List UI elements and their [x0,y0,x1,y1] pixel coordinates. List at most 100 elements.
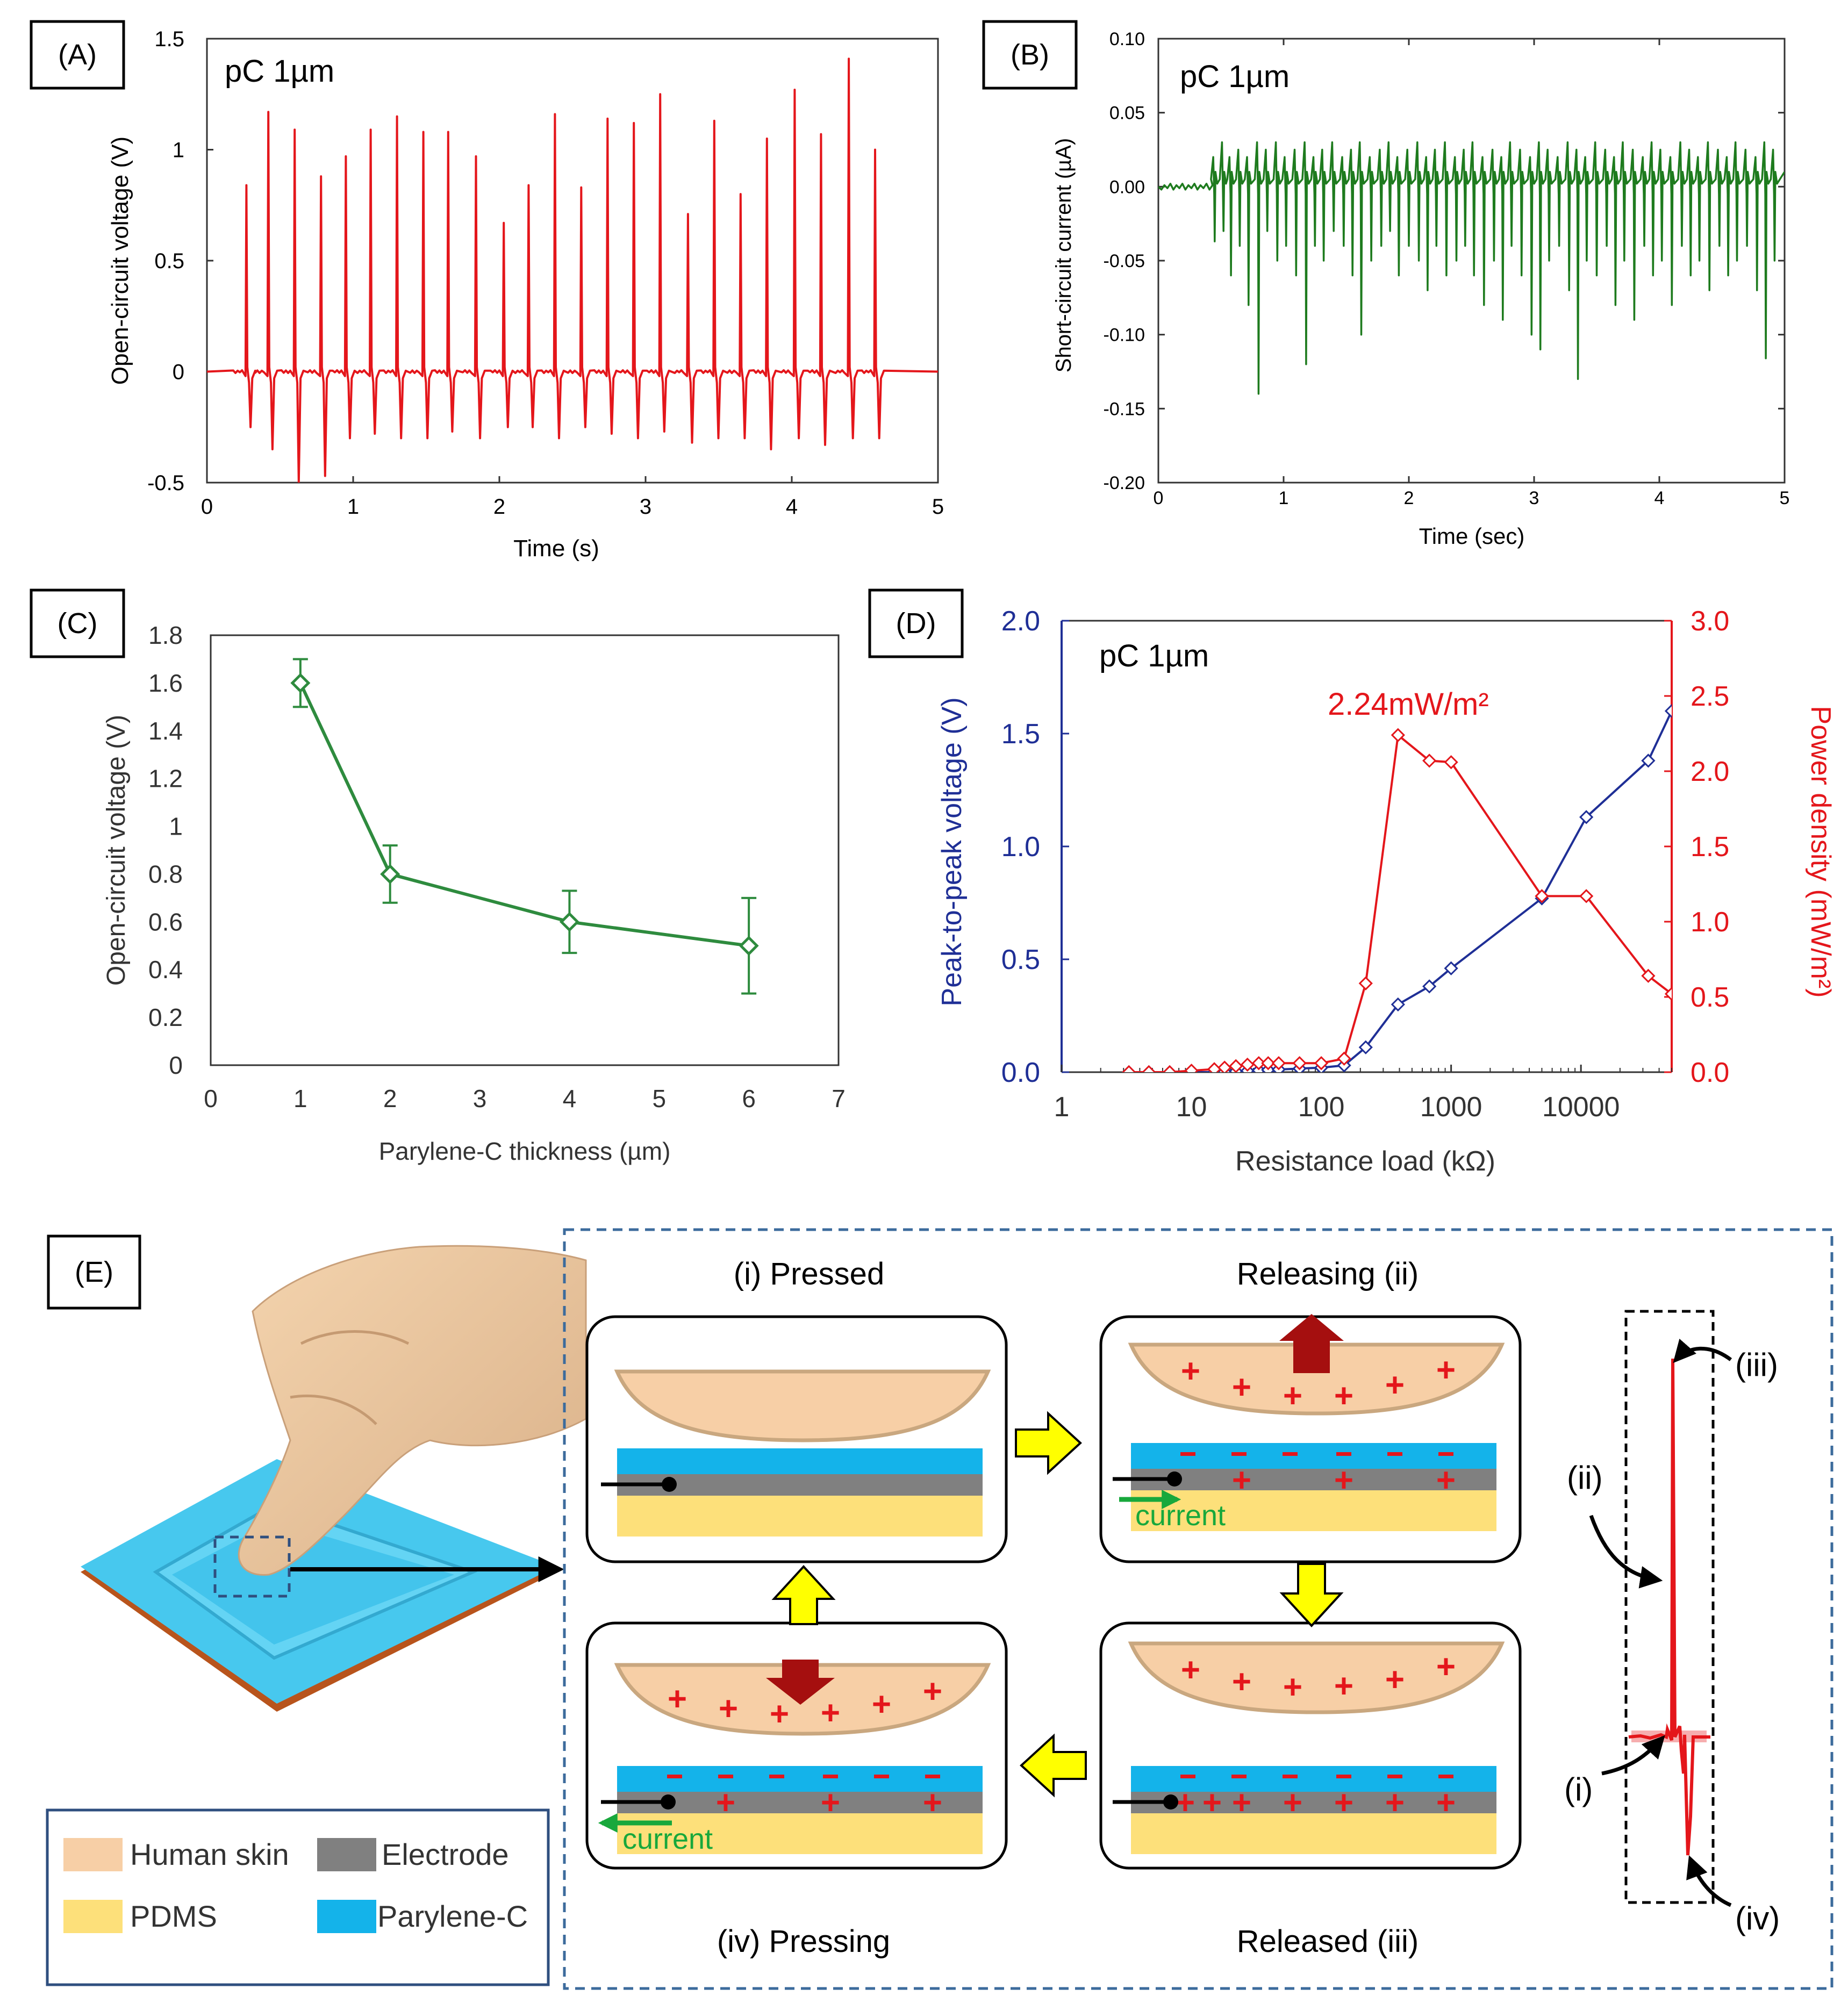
panel-d-left-y-tick-label: 1.5 [1001,719,1040,750]
panel-b-annotation: pC 1µm [1180,59,1290,94]
panel-d-x-tick-label: 10 [1176,1092,1207,1123]
panel-d-left-y-tick-label: 2.0 [1001,606,1040,637]
cell-i-pdms [617,1496,983,1537]
legend-swatch-human-skin [63,1838,123,1871]
charge-minus [1438,1452,1453,1456]
panel-d-left-y-tick-label: 1.0 [1001,831,1040,863]
panel-c-y-tick-label: 1.8 [148,621,183,649]
charge-plus: + [1334,1784,1353,1821]
panel-d-voltage-marker [1358,1040,1373,1054]
panel-c-x-ticks: 0 1 2 3 4 5 6 7 [204,1085,846,1112]
panel-a-annotation: pC 1µm [225,54,334,89]
cell-iv-electrode [617,1792,983,1813]
panel-c-x-tick-label: 6 [742,1085,756,1112]
panel-d-right-y-tick-label: 3.0 [1691,606,1729,637]
legend: Human skin Electrode PDMS Parylene-C [46,1808,550,1986]
cell-i-pressed [585,1315,1008,1563]
charge-plus: + [821,1784,840,1821]
panel-b-x-tick-label: 4 [1654,488,1665,508]
panel-c-x-tick-label: 3 [473,1085,487,1112]
legend-swatch-pdms [63,1900,123,1933]
panel-b-current-line [1158,141,1785,395]
panel-d-voltage-marker [1444,961,1458,975]
panel-a-x-tick-label: 3 [640,495,651,519]
panel-a-y-tick-label: -0.5 [147,471,184,495]
charge-minus [1387,1775,1402,1778]
charge-plus: + [821,1695,840,1732]
panel-d-power-marker [1229,1059,1243,1072]
panel-c-x-tick-label: 5 [652,1085,666,1112]
panel-a-y-tick-label: 0 [173,361,184,384]
panel-a-x-tick-label: 4 [786,495,798,519]
cell-iii-skin [1128,1641,1505,1714]
panel-d-left-y-tick-label: 0.0 [1001,1057,1040,1088]
charge-minus [769,1775,784,1778]
panel-a-label: (A) [58,39,97,71]
panel-c-y-tick-label: 0.6 [148,908,183,936]
hand-knuckle-line [290,1395,377,1425]
charge-minus [1387,1452,1402,1456]
panel-b-y-tick-label: -0.20 [1104,473,1145,493]
panel-c-series [290,658,759,995]
cell-iii-pdms [1131,1813,1496,1854]
panel-a-label-box [30,20,125,90]
cell-iv-electrode-charges: + + + [716,1784,942,1821]
cell-ii-contact [1167,1471,1182,1487]
panel-d-left-y-axis-label: Peak-to-peak voltage (V) [936,697,968,1006]
panel-e: (E) Human skin Electrode PDMS Parylene-C [46,1228,1833,1990]
cell-ii-skin [1128,1342,1505,1416]
charge-minus [874,1775,889,1778]
cell-ii-pdms [1131,1490,1496,1531]
panel-c-x-tick-label: 2 [383,1085,397,1112]
panel-e-label-box [47,1234,141,1310]
step-iv-title: (iv) Pressing [717,1924,890,1959]
panel-c-y-tick-label: 0.4 [148,956,183,983]
charge-minus [925,1775,940,1778]
charge-plus: + [1202,1784,1222,1821]
panel-d-right-y-tick-label: 0.0 [1691,1057,1729,1088]
legend-label-electrode: Electrode [382,1837,509,1871]
panel-a-voltage-line [207,58,938,483]
cell-iii-parylene-charges [1180,1775,1453,1778]
panel-d-right-y-tick-label: 2.0 [1691,756,1729,787]
arrow-iii-to-iv [1020,1733,1087,1798]
cell-iii-skin-charges: + + + + + + [1181,1648,1456,1706]
panel-d-power-marker [1358,976,1373,990]
panel-a-x-tick-label: 2 [493,495,505,519]
charge-plus: + [1334,1668,1353,1705]
panel-d-peak-label: 2.24mW/m² [1328,687,1489,722]
charge-plus: + [1385,1661,1405,1698]
panel-d-power-marker [1292,1056,1307,1071]
panel-b-x-tick-label: 3 [1529,488,1539,508]
panel-d-right-y-tick-label: 0.5 [1691,982,1729,1013]
cell-iii-contact [1163,1794,1178,1810]
cell-iii-released: + + + + + + + + + + + + + [1099,1621,1522,1870]
panel-c-x-axis-label: Parylene-C thickness (µm) [379,1137,671,1165]
panel-a-series [207,58,938,483]
panel-d-voltage-marker [1664,703,1672,719]
legend-swatch-parylene-c [317,1900,376,1933]
panel-d-x-axis-label: Resistance load (kΩ) [1235,1146,1495,1177]
panel-d-power-marker [1641,968,1656,983]
panel-b-x-tick-label: 5 [1780,488,1790,508]
panel-b-y-axis-label: Short-circuit current (µA) [1052,138,1076,372]
panel-a-x-tick-label: 0 [201,495,213,519]
panel-d-right-y-tick-label: 1.5 [1691,831,1729,863]
panel-b-y-tick-label: 0.10 [1109,29,1145,49]
panel-c-plot-frame [210,634,840,1066]
charge-plus: + [923,1784,942,1821]
hand-illustration [238,1245,587,1576]
step-iii-title: Released (iii) [1237,1924,1419,1959]
charge-plus: + [1283,1377,1302,1415]
cell-ii-releasing: + + + + + + + + + current [1099,1314,1522,1563]
charge-plus: + [1283,1669,1302,1706]
panel-d-left-y-ticks: 0.0 0.5 1.0 1.5 2.0 [1001,606,1069,1088]
panel-d-series [1122,703,1672,1072]
cell-i-skin [614,1369,991,1442]
legend-label-pdms: PDMS [130,1899,217,1933]
cell-iv-parylene-charges [667,1775,940,1778]
charge-plus: + [668,1681,687,1718]
trace-pointer-ii [1589,1514,1663,1589]
